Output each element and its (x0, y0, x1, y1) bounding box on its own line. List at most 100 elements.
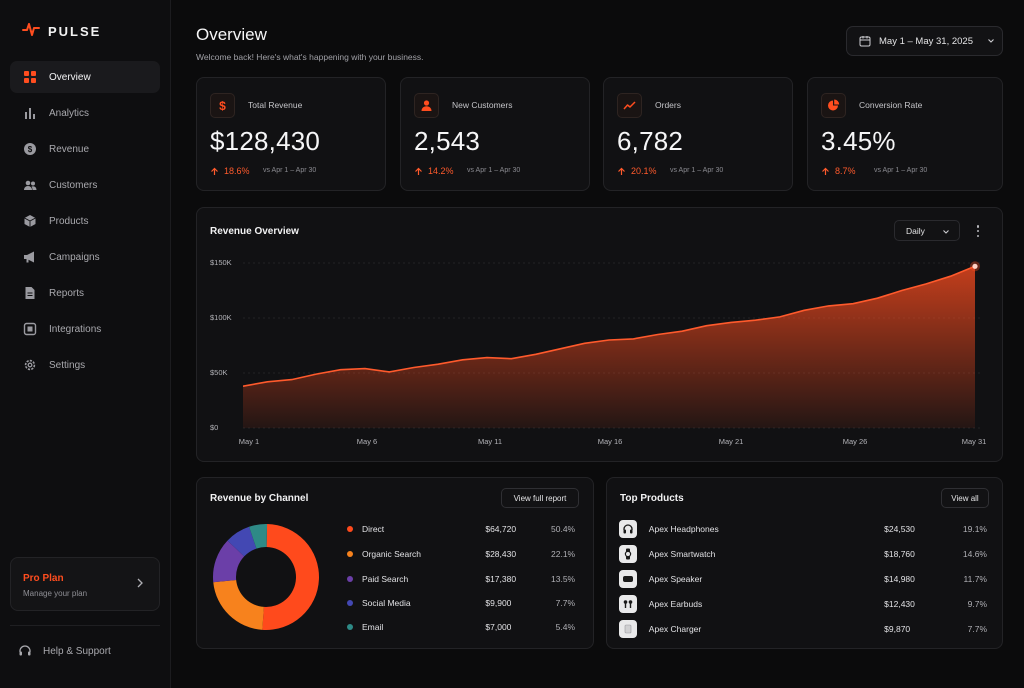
x-tick-label: May 1 (238, 437, 260, 446)
x-tick-label: May 11 (477, 437, 503, 446)
sidebar-item-campaigns[interactable]: Campaigns (10, 241, 160, 273)
product-row[interactable]: Apex Earbuds $12,430 9.7% (619, 594, 987, 614)
date-range-label: May 1 – May 31, 2025 (879, 35, 973, 47)
sidebar-item-label: Integrations (49, 323, 102, 335)
trend-icon (617, 93, 642, 118)
sidebar-item-products[interactable]: Products (10, 205, 160, 237)
kpi-card-new-customers: New Customers 2,543 14.2% vs Apr 1 – Apr… (400, 77, 590, 191)
kpi-change: 8.7% (821, 166, 856, 176)
page-title: Overview (196, 25, 267, 44)
plan-title: Pro Plan (23, 573, 64, 584)
donut-slice-paid-search (213, 540, 245, 583)
revenue-area-fill (243, 266, 975, 428)
legend-dot (347, 526, 353, 532)
product-row[interactable]: Apex Charger $9,870 7.7% (619, 619, 987, 639)
product-revenue: $24,530 (884, 524, 915, 534)
legend-dot (347, 624, 353, 630)
channel-row: Social Media $9,900 7.7% (347, 596, 575, 610)
donut-slice-social-media (227, 526, 257, 557)
kpi-change-value: 8.7% (835, 166, 856, 176)
sidebar: PULSE Overview Analytics $ Revenue Custo… (0, 0, 171, 688)
help-support-link[interactable]: Help & Support (18, 644, 111, 658)
donut-slice-direct (262, 524, 319, 630)
brand-logo[interactable]: PULSE (22, 20, 101, 43)
sidebar-item-label: Settings (49, 359, 86, 371)
sidebar-item-customers[interactable]: Customers (10, 169, 160, 201)
sidebar-item-analytics[interactable]: Analytics (10, 97, 160, 129)
product-share: 19.1% (962, 524, 987, 534)
watch-icon (619, 545, 637, 563)
channel-value: $28,430 (485, 549, 517, 559)
legend-dot (347, 600, 353, 606)
channel-donut-chart (213, 524, 319, 630)
y-tick-label: $50K (210, 368, 228, 377)
kpi-change: 18.6% (210, 166, 250, 176)
kpi-period: vs Apr 1 – Apr 30 (467, 167, 521, 174)
pro-plan-card[interactable]: Pro Plan Manage your plan (10, 557, 160, 611)
calendar-icon (859, 36, 871, 47)
product-revenue: $18,760 (884, 549, 915, 559)
kpi-change-value: 20.1% (631, 166, 657, 176)
revenue-by-channel-card: Revenue by Channel View full report Dire… (196, 477, 594, 649)
plan-subtitle: Manage your plan (23, 589, 88, 598)
donut-slice-organic-search (213, 579, 264, 630)
channel-row: Organic Search $28,430 22.1% (347, 547, 575, 561)
channel-row: Direct $64,720 50.4% (347, 522, 575, 536)
channel-name: Organic Search (361, 549, 422, 559)
sidebar-divider (10, 625, 160, 626)
kpi-change-value: 18.6% (224, 166, 250, 176)
channel-value: $7,000 (485, 622, 512, 632)
sidebar-item-overview[interactable]: Overview (10, 61, 160, 93)
kpi-change-value: 14.2% (428, 166, 454, 176)
date-range-picker[interactable]: May 1 – May 31, 2025 (846, 26, 1003, 56)
sidebar-item-label: Campaigns (49, 251, 100, 263)
product-row[interactable]: Apex Speaker $14,980 11.7% (619, 569, 987, 589)
speaker-icon (619, 570, 637, 588)
kpi-card-conversion-rate: Conversion Rate 3.45% 8.7% vs Apr 1 – Ap… (807, 77, 1003, 191)
kpi-period: vs Apr 1 – Apr 30 (874, 167, 928, 174)
gear-icon (23, 358, 37, 372)
channel-name: Email (361, 622, 384, 632)
channel-value: $9,900 (485, 598, 512, 608)
kpi-label: Conversion Rate (859, 100, 923, 110)
kpi-label: New Customers (452, 100, 513, 110)
sidebar-item-integrations[interactable]: Integrations (10, 313, 160, 345)
dollar-icon: $ (210, 93, 235, 118)
sidebar-item-settings[interactable]: Settings (10, 349, 160, 381)
kpi-change: 20.1% (617, 166, 657, 176)
revenue-by-channel-title: Revenue by Channel (210, 493, 309, 504)
page-subtitle: Welcome back! Here's what's happening wi… (196, 52, 424, 62)
product-row[interactable]: Apex Smartwatch $18,760 14.6% (619, 544, 987, 564)
channel-percent: 13.5% (551, 574, 576, 584)
x-tick-label: May 16 (597, 437, 623, 446)
headphones-icon (619, 520, 637, 538)
channel-row: Paid Search $17,380 13.5% (347, 572, 575, 586)
product-name: Apex Charger (648, 624, 702, 634)
top-products-title: Top Products (620, 493, 684, 504)
revenue-line (243, 265, 976, 387)
product-share: 9.7% (967, 599, 987, 609)
megaphone-icon (23, 250, 37, 264)
channel-name: Direct (361, 524, 385, 534)
arrow-up-icon (618, 167, 625, 175)
sidebar-item-label: Customers (49, 179, 98, 191)
view-all-button[interactable]: View all (941, 488, 989, 508)
channel-percent: 7.7% (555, 598, 575, 608)
product-row[interactable]: Apex Headphones $24,530 19.1% (619, 519, 987, 539)
sidebar-item-reports[interactable]: Reports (10, 277, 160, 309)
sidebar-item-label: Reports (49, 287, 85, 299)
headset-icon (19, 645, 31, 656)
view-full-report-button[interactable]: View full report (501, 488, 579, 508)
kpi-period: vs Apr 1 – Apr 30 (263, 167, 317, 174)
y-tick-label: $100K (210, 313, 232, 322)
legend-dot (347, 576, 353, 582)
sidebar-item-revenue[interactable]: $ Revenue (10, 133, 160, 165)
granularity-select[interactable]: Daily (894, 220, 960, 241)
donut-slice-email (249, 524, 268, 549)
kpi-value: $128,430 (210, 126, 321, 156)
product-share: 14.6% (962, 549, 987, 559)
kpi-value: 2,543 (414, 126, 481, 156)
x-tick-label: May 31 (961, 437, 987, 446)
kpi-period: vs Apr 1 – Apr 30 (670, 167, 724, 174)
more-options-icon[interactable] (973, 223, 983, 239)
